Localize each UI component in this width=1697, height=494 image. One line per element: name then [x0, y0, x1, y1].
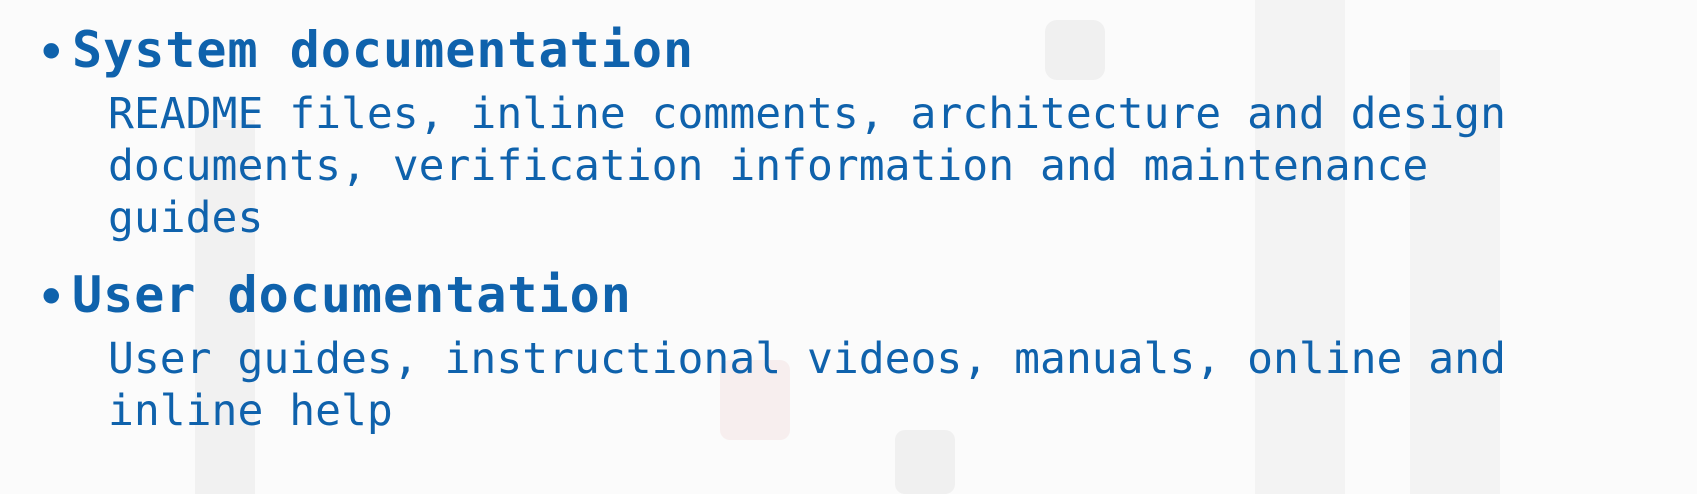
- background-shape: [720, 360, 790, 440]
- bullet-description: User guides, instructional videos, manua…: [108, 334, 1506, 436]
- background-shape: [1410, 50, 1500, 494]
- background-shape: [195, 120, 255, 494]
- background-shape: [895, 430, 955, 494]
- bullet-item-user-documentation: • User documentation User guides, instru…: [38, 263, 1678, 437]
- bullet-heading-row: • User documentation: [38, 263, 1678, 327]
- bullet-heading: User documentation: [72, 266, 632, 324]
- background-shape: [1255, 0, 1345, 494]
- bullet-icon: •: [38, 272, 65, 323]
- bullet-icon: •: [38, 27, 65, 78]
- background-shape: [1045, 20, 1105, 80]
- bullet-heading-row: • System documentation: [38, 18, 1678, 82]
- bullet-heading: System documentation: [72, 21, 695, 79]
- bullet-item-system-documentation: • System documentation README files, inl…: [38, 18, 1678, 244]
- bullet-description: README files, inline comments, architect…: [108, 89, 1506, 243]
